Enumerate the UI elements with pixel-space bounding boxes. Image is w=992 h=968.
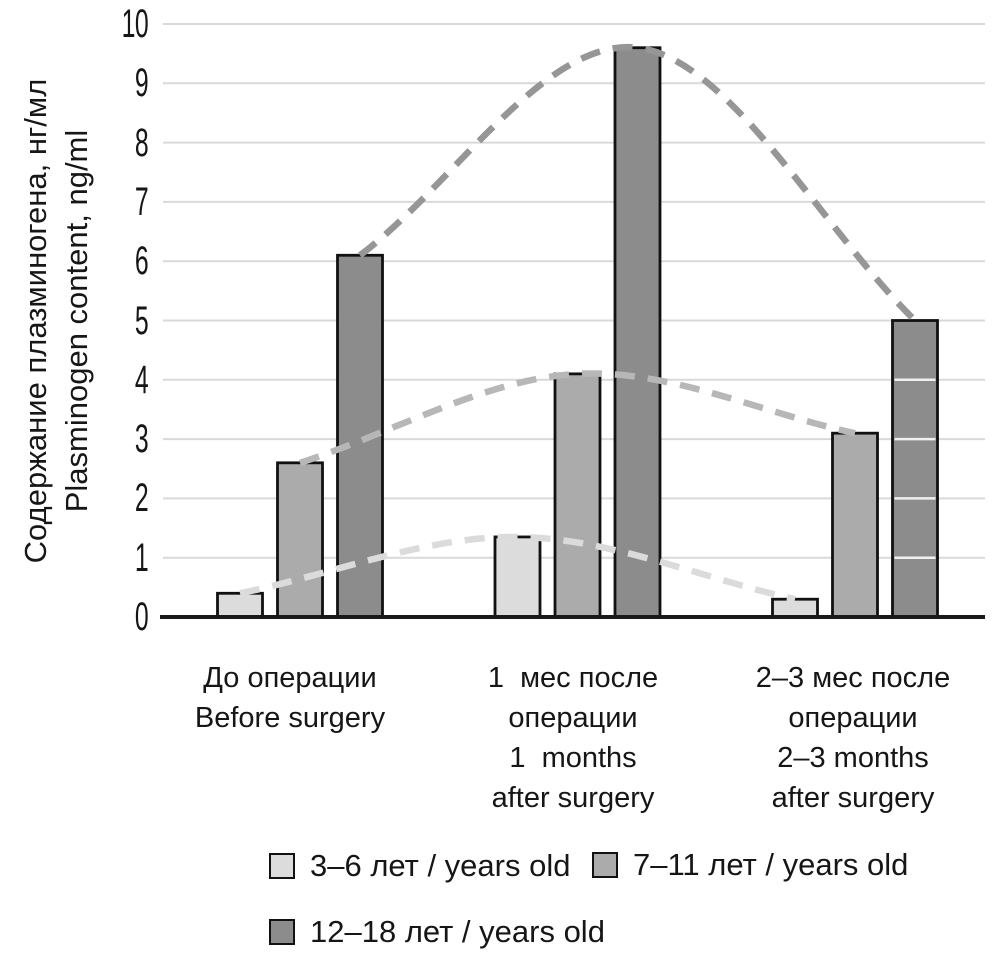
y-tick-label-0: 0: [134, 595, 149, 639]
legend-item-12-18-years: 12–18 лет / years old: [269, 910, 605, 954]
trend-line-series1: [239, 533, 796, 603]
legend-label-3-6-years: 3–6 лет / years old: [310, 848, 571, 883]
bar-series3-group3: [891, 319, 939, 619]
y-tick-label-6: 6: [134, 239, 149, 284]
bar-series1-group3: [771, 597, 819, 619]
bar-series1-group2: [493, 535, 542, 619]
x-category-before-surgery: До операции Before surgery: [194, 662, 386, 734]
legend-item-3-6-years: 3–6 лет / years old: [269, 844, 570, 888]
bar-series2-group2: [553, 372, 602, 619]
x-category-2-3-months-after: 2–3 мес после операции 2–3 months after …: [755, 662, 951, 814]
y-tick-label-1: 1: [134, 535, 149, 580]
legend-swatch-12-18-years: [269, 919, 295, 945]
bar-series2-group3: [831, 431, 879, 619]
y-tick-label-2: 2: [134, 476, 149, 521]
bar-series1-group1: [216, 591, 264, 619]
y-tick-label-5: 5: [134, 298, 149, 343]
x-category-1-month-after: 1 мес после операции 1 months after surg…: [487, 662, 659, 814]
y-tick-label-4: 4: [134, 357, 149, 402]
y-tick-label-3: 3: [134, 417, 149, 462]
legend-label-12-18-years: 12–18 лет / years old: [310, 914, 605, 949]
y-tick-label-7: 7: [134, 179, 149, 224]
bar-series3-group2: [613, 46, 662, 619]
y-tick-label-8: 8: [134, 120, 149, 165]
legend-swatch-3-6-years: [269, 853, 295, 879]
legend-swatch-7-11-years: [592, 852, 618, 878]
legend-label-7-11-years: 7–11 лет / years old: [633, 847, 909, 882]
bar-series2-group1: [276, 461, 324, 619]
y-tick-label-10: 10: [121, 2, 149, 46]
y-tick-label-9: 9: [134, 61, 149, 106]
legend-item-7-11-years: 7–11 лет / years old: [592, 843, 908, 887]
